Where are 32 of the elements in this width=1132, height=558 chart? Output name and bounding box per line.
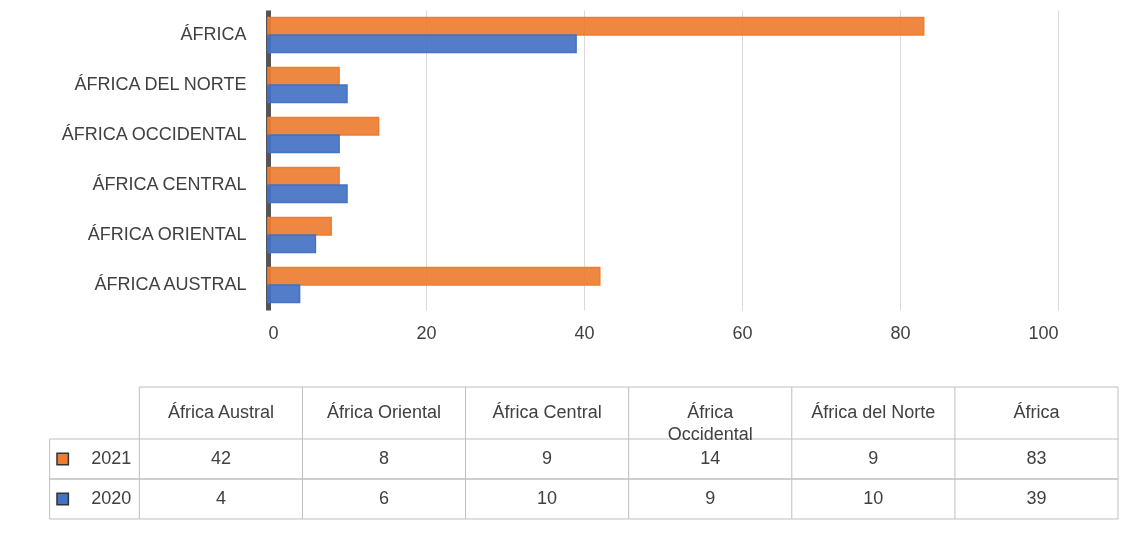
x-tick-label: 100 — [1028, 322, 1059, 343]
data-label: 9 — [542, 448, 553, 468]
data-label: 10 — [537, 488, 558, 508]
series-label: 2021 — [91, 448, 132, 468]
data-label: 4 — [215, 488, 226, 508]
x-tick-label: 0 — [268, 322, 279, 343]
y-tick-label: ÁFRICA CENTRAL — [92, 174, 247, 194]
category-label: África del Norte — [811, 402, 936, 422]
y-tick-label: ÁFRICA — [180, 24, 247, 44]
legend-label: 2020 — [91, 488, 132, 508]
x-tick-label: 20 — [416, 322, 437, 343]
y-tick-label: ÁFRICA ORIENTAL — [87, 224, 247, 244]
data-label: 42 — [210, 448, 231, 468]
y-tick-label: ÁFRICA DEL NORTE — [74, 74, 247, 94]
category-label: África — [1013, 402, 1061, 422]
data-label: 39 — [1026, 488, 1047, 508]
data-label: 10 — [863, 488, 884, 508]
data-label: 9 — [705, 488, 716, 508]
x-tick-label: 80 — [890, 322, 911, 343]
data-label: 14 — [700, 448, 721, 468]
data-label: 9 — [868, 448, 879, 468]
y-tick-label: ÁFRICA OCCIDENTAL — [61, 124, 247, 144]
category-label: África Austral — [167, 402, 274, 422]
y-tick-label: ÁFRICA AUSTRAL — [94, 274, 247, 294]
data-label: 8 — [379, 448, 390, 468]
category-label: África Oriental — [326, 402, 442, 422]
category-label: África Central — [492, 402, 602, 422]
category-label: África Occidental — [667, 402, 753, 444]
x-tick-label: 40 — [574, 322, 595, 343]
x-tick-label: 60 — [732, 322, 753, 343]
data-label: 6 — [379, 488, 390, 508]
data-label: 83 — [1026, 448, 1047, 468]
